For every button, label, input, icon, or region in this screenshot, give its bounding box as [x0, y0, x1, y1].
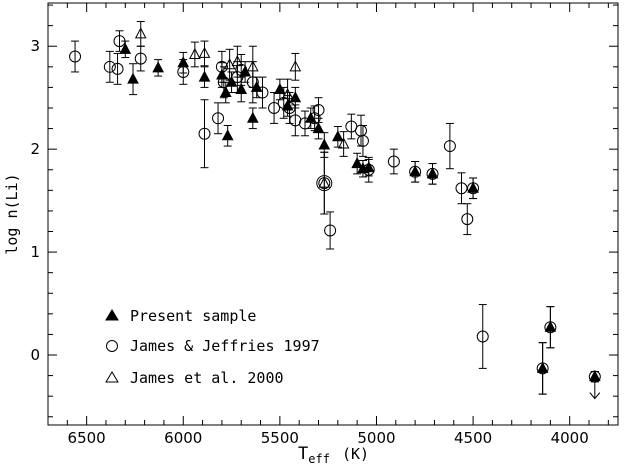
legend-label-present-sample: Present sample: [130, 307, 256, 325]
x-tick-label: 4500: [454, 429, 492, 447]
y-tick-label: 2: [30, 140, 40, 158]
data-point-filled-triangle: [312, 121, 325, 134]
data-point-filled-triangle: [281, 99, 294, 111]
data-point-filled-triangle: [544, 320, 557, 332]
data-point-filled-triangle: [119, 42, 132, 54]
data-point-filled-triangle: [426, 167, 439, 179]
data-point-filled-triangle: [362, 161, 375, 173]
data-point-filled-triangle: [219, 85, 232, 98]
data-marks: [69, 21, 601, 400]
legend-label-james-jeffries-1997: James & Jeffries 1997: [130, 337, 320, 355]
legend-label-james-et-al-2000: James et al. 2000: [130, 369, 284, 387]
series-james-et-al-2000: [134, 21, 350, 215]
data-point-open-circle: [134, 52, 147, 65]
legend-open-circle-marker: [106, 340, 118, 352]
data-point-filled-triangle: [216, 68, 228, 80]
data-point-open-circle: [461, 213, 474, 226]
x-tick-label: 6000: [164, 429, 202, 447]
data-point-filled-triangle: [239, 65, 251, 77]
plot-frame: [47, 2, 619, 426]
data-point-filled-triangle: [198, 70, 211, 82]
x-tick-label: 4000: [551, 429, 589, 447]
data-point-filled-triangle: [127, 72, 139, 84]
data-point-filled-triangle: [318, 138, 331, 150]
data-point-open-triangle: [231, 55, 244, 67]
data-point-open-circle: [443, 140, 456, 153]
data-point-open-circle: [198, 127, 211, 140]
data-point-open-triangle: [337, 137, 350, 149]
x-axis-label-sub: eff: [308, 452, 330, 466]
data-point-filled-triangle: [536, 361, 549, 373]
x-axis-label: Teff (K): [298, 444, 369, 466]
data-point-open-circle: [312, 104, 325, 117]
data-point-open-triangle: [223, 58, 236, 70]
legend-item-james-jeffries-1997: James & Jeffries 1997: [106, 337, 320, 355]
data-point-filled-triangle: [274, 82, 286, 94]
data-point-open-circle: [324, 224, 337, 237]
legend-open-triangle-marker: [105, 371, 119, 383]
legend: Present sample James & Jeffries 1997 Jam…: [105, 307, 320, 387]
ticks: [47, 3, 618, 425]
data-point-open-circle: [69, 50, 82, 63]
data-point-outer-ring: [316, 175, 333, 192]
data-point-open-circle: [268, 101, 281, 114]
x-tick-label: 5000: [357, 429, 395, 447]
data-point-open-triangle: [246, 60, 259, 72]
x-tick-label: 5500: [261, 429, 299, 447]
y-axis-label: log n(Li): [3, 173, 21, 254]
y-tick-label: 3: [30, 37, 40, 55]
data-point-open-circle: [476, 330, 489, 343]
data-point-open-triangle: [134, 27, 147, 39]
x-axis-label-main: T: [298, 444, 308, 464]
data-point-filled-triangle: [221, 129, 234, 141]
data-point-filled-triangle: [152, 61, 164, 73]
upper-limit-arrow-head: [589, 392, 601, 400]
series-present-sample: [119, 40, 601, 395]
data-point-filled-triangle: [304, 111, 317, 123]
data-point-filled-triangle: [332, 130, 344, 142]
legend-item-james-et-al-2000: James et al. 2000: [105, 369, 284, 387]
data-point-open-circle: [111, 62, 124, 75]
legend-filled-triangle-marker: [105, 309, 119, 321]
y-tick-label: 1: [30, 243, 40, 261]
data-point-filled-triangle: [235, 82, 248, 94]
data-point-open-circle: [356, 134, 369, 147]
data-point-filled-triangle: [177, 56, 190, 68]
y-tick-label: 0: [30, 346, 40, 364]
data-point-filled-triangle: [250, 80, 263, 92]
data-point-open-triangle: [198, 46, 211, 58]
data-point-open-circle: [103, 60, 116, 73]
data-point-filled-triangle: [467, 181, 479, 193]
data-point-filled-triangle: [289, 91, 302, 103]
data-point-open-triangle: [318, 176, 331, 188]
x-axis-label-unit: (K): [342, 445, 369, 463]
data-point-open-circle: [455, 182, 468, 195]
data-point-open-circle: [212, 112, 225, 125]
data-point-filled-triangle: [351, 156, 363, 169]
data-point-filled-triangle: [225, 75, 238, 87]
legend-item-present-sample: Present sample: [105, 307, 256, 325]
x-tick-label: 6500: [68, 429, 106, 447]
data-point-filled-triangle: [588, 370, 601, 382]
data-point-filled-triangle: [409, 165, 421, 177]
data-point-open-triangle: [189, 47, 201, 59]
data-point-filled-triangle: [246, 111, 259, 123]
data-point-open-triangle: [289, 60, 302, 72]
tick-labels: 6500 6000 5500 5000 4500 4000 0 1 2 3: [30, 37, 588, 447]
data-point-open-circle: [387, 155, 400, 168]
